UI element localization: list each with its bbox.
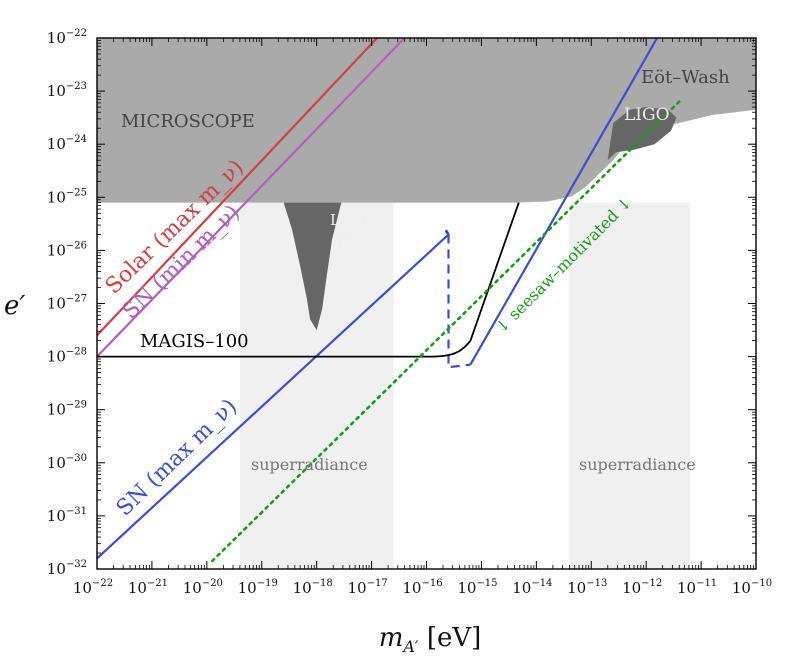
ligo-label: LIGO: [624, 105, 670, 125]
y-tick-label: 10−31: [47, 506, 87, 525]
lisa-label-1: LISA: [330, 211, 367, 229]
x-tick-label: 10−20: [183, 578, 223, 597]
x-tick-label: 10−13: [567, 578, 607, 597]
y-tick-label: 10−30: [47, 453, 87, 472]
shaded-regions: [97, 38, 756, 569]
sn-max-line-upper: [469, 38, 659, 366]
y-tick-label: 10−27: [47, 294, 87, 313]
x-tick-label: 10−15: [457, 578, 497, 597]
x-tick-label: 10−16: [402, 578, 442, 597]
x-tick-label: 10−22: [73, 578, 113, 597]
solar-line: [97, 38, 378, 337]
x-tick-label: 10−12: [622, 578, 662, 597]
y-tick-label: 10−26: [47, 240, 87, 259]
superradiance-band-2: [569, 202, 691, 569]
y-tick-label: 10−25: [47, 187, 87, 206]
y-tick-label: 10−32: [47, 559, 87, 578]
magis-label: MAGIS–100: [140, 331, 249, 352]
y-tick-label: 10−24: [47, 134, 87, 153]
excluded-region-ligo: [607, 107, 677, 161]
x-axis-label: mA′ [eV]: [379, 623, 482, 656]
y-tick-label: 10−29: [47, 400, 87, 419]
superradiance-label-2: superradiance: [579, 455, 696, 474]
excluded-region-lisa-pf: [283, 202, 342, 331]
constraint-lines: [97, 38, 681, 563]
lisa-label-2: PF: [336, 231, 357, 249]
x-tick-label: 10−17: [347, 578, 387, 597]
x-tick-label: 10−11: [677, 578, 717, 597]
microscope-label: MICROSCOPE: [121, 111, 255, 132]
x-tick-label: 10−14: [512, 578, 552, 597]
y-tick-label: 10−28: [47, 347, 87, 366]
eotwash-label: Eöt–Wash: [641, 67, 730, 88]
x-tick-label: 10−21: [128, 578, 168, 597]
sn-min-line: [97, 38, 406, 358]
x-tick-label: 10−10: [732, 578, 772, 597]
sn-max-dashed: [447, 234, 471, 369]
y-tick-label: 10−22: [47, 28, 87, 47]
y-axis-label: e′: [4, 291, 25, 321]
y-tick-label: 10−23: [47, 81, 87, 100]
superradiance-label-1: superradiance: [251, 455, 368, 474]
magis-line: [97, 202, 520, 358]
x-tick-label: 10−19: [238, 578, 278, 597]
axis-ticks: 10−22 10−21 10−20 10−19 10−18 10−17 10−16 10−15…: [47, 28, 772, 597]
sn-max-label: SN (max m_ν): [112, 394, 242, 521]
x-tick-label: 10−18: [293, 578, 333, 597]
